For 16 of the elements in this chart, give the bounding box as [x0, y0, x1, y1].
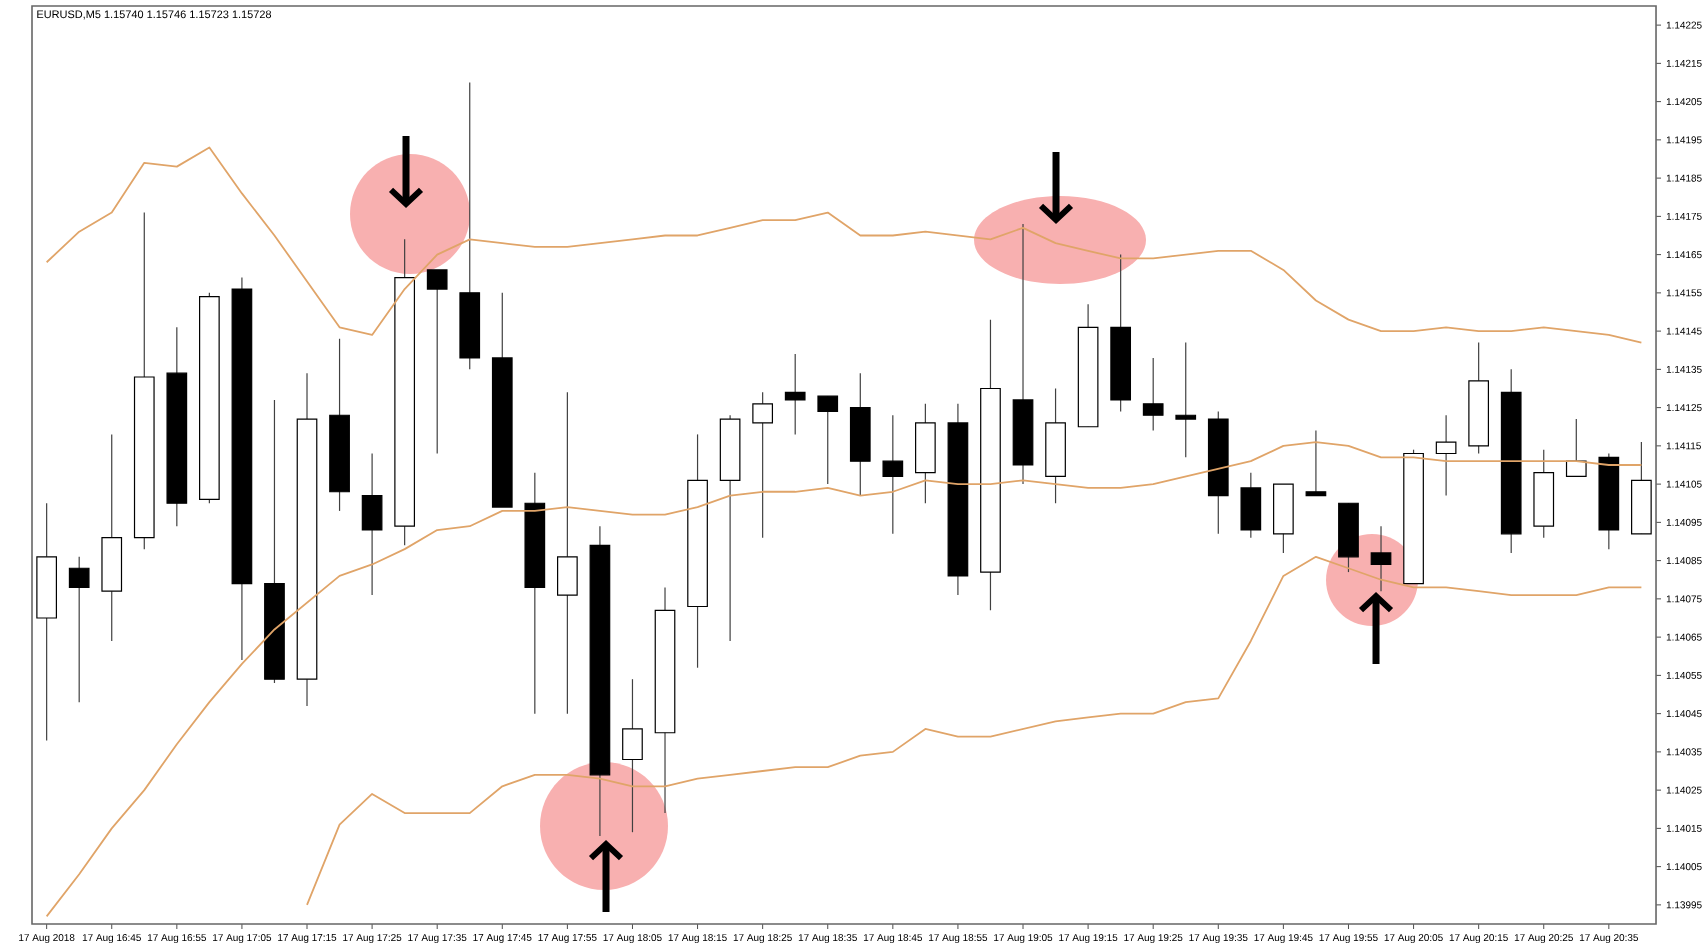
candlestick [1175, 341, 1197, 458]
candlestick [622, 678, 643, 833]
candlestick [1142, 357, 1164, 432]
candlestick [1435, 414, 1457, 497]
candlestick [1240, 472, 1262, 539]
candlestick [1370, 525, 1392, 592]
candlestick [426, 269, 448, 455]
candlestick [1565, 418, 1587, 478]
candlestick [817, 395, 839, 485]
candlestick [882, 414, 904, 535]
candlestick [784, 353, 806, 435]
candlestick [361, 452, 383, 596]
candlestick [752, 391, 774, 539]
candlestick [1305, 429, 1327, 497]
candlestick [68, 556, 90, 703]
candlestick [557, 391, 578, 715]
